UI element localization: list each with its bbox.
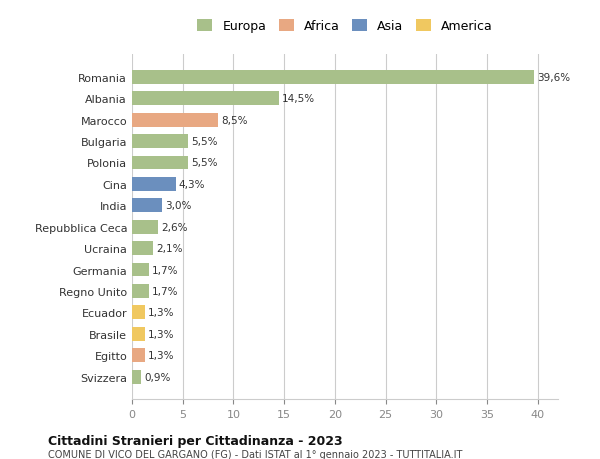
Text: 1,7%: 1,7% xyxy=(152,265,179,275)
Bar xyxy=(132,178,176,191)
Text: 2,1%: 2,1% xyxy=(157,244,183,253)
Bar xyxy=(132,156,188,170)
Text: 5,5%: 5,5% xyxy=(191,137,217,147)
Text: 8,5%: 8,5% xyxy=(221,115,248,125)
Bar xyxy=(132,306,145,319)
Text: 1,3%: 1,3% xyxy=(148,329,175,339)
Text: 1,3%: 1,3% xyxy=(148,308,175,318)
Bar xyxy=(132,199,163,213)
Text: 5,5%: 5,5% xyxy=(191,158,217,168)
Text: 1,7%: 1,7% xyxy=(152,286,179,296)
Bar xyxy=(132,241,154,256)
Legend: Europa, Africa, Asia, America: Europa, Africa, Asia, America xyxy=(194,17,496,37)
Bar xyxy=(132,348,145,362)
Bar xyxy=(132,284,149,298)
Bar xyxy=(132,135,188,149)
Text: 1,3%: 1,3% xyxy=(148,350,175,360)
Bar xyxy=(132,113,218,127)
Text: 2,6%: 2,6% xyxy=(161,222,188,232)
Bar xyxy=(132,370,141,384)
Text: 3,0%: 3,0% xyxy=(166,201,192,211)
Bar xyxy=(132,71,533,84)
Bar xyxy=(132,327,145,341)
Bar xyxy=(132,220,158,234)
Text: Cittadini Stranieri per Cittadinanza - 2023: Cittadini Stranieri per Cittadinanza - 2… xyxy=(48,434,343,447)
Text: 4,3%: 4,3% xyxy=(179,179,205,190)
Bar xyxy=(132,263,149,277)
Bar xyxy=(132,92,279,106)
Text: 14,5%: 14,5% xyxy=(282,94,315,104)
Text: 0,9%: 0,9% xyxy=(144,372,170,382)
Text: COMUNE DI VICO DEL GARGANO (FG) - Dati ISTAT al 1° gennaio 2023 - TUTTITALIA.IT: COMUNE DI VICO DEL GARGANO (FG) - Dati I… xyxy=(48,449,463,459)
Text: 39,6%: 39,6% xyxy=(537,73,570,83)
